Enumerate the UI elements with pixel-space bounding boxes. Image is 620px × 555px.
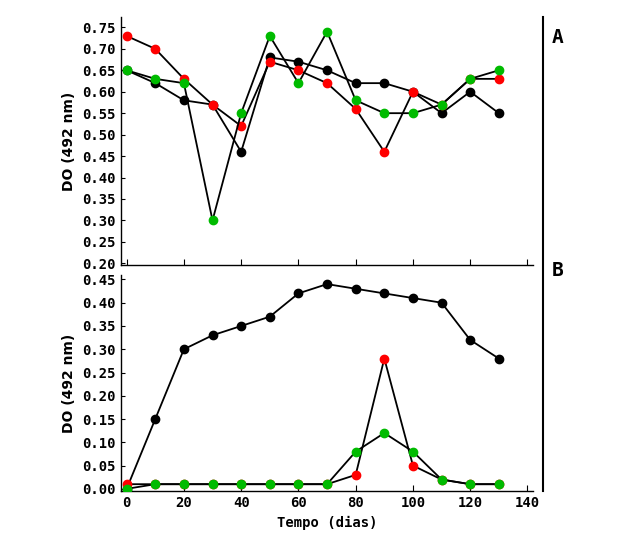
X-axis label: Tempo (dias): Tempo (dias)	[277, 516, 378, 530]
Y-axis label: DO (492 nm): DO (492 nm)	[61, 334, 76, 432]
Text: A: A	[552, 28, 564, 47]
Y-axis label: DO (492 nm): DO (492 nm)	[61, 92, 76, 191]
Text: B: B	[552, 261, 564, 280]
